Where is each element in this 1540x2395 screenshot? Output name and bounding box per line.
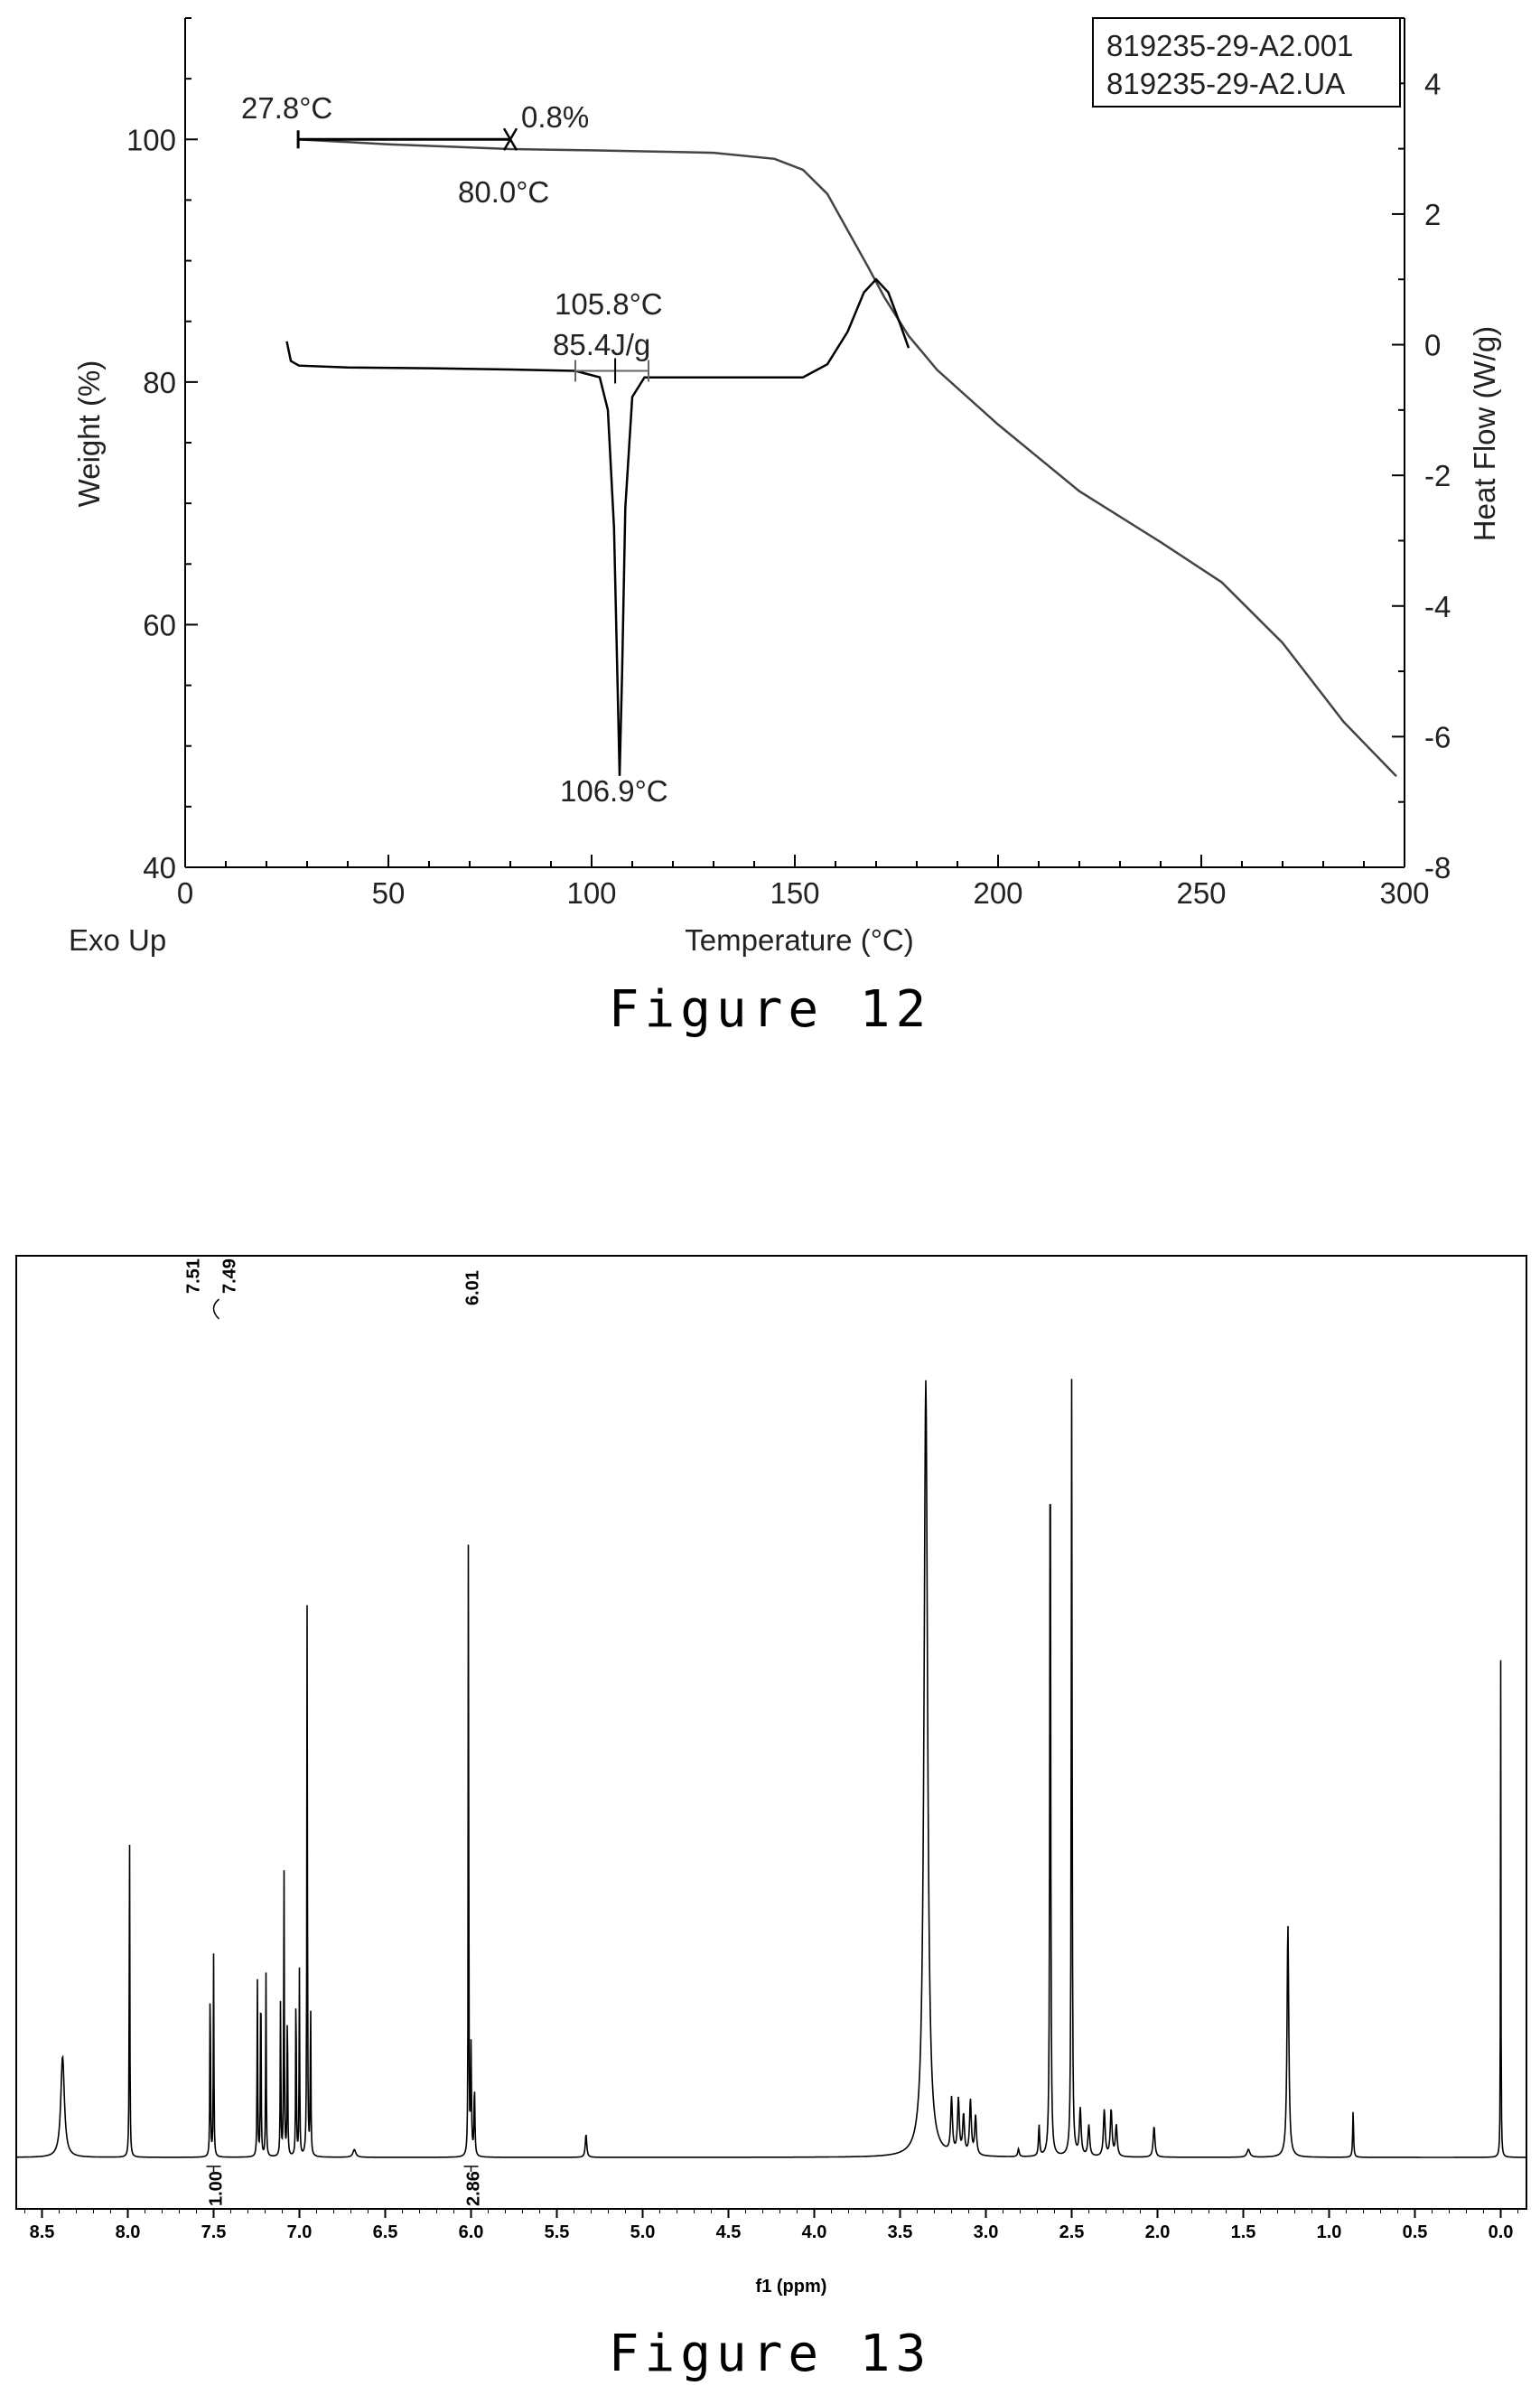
x-tick-label: 1.0 bbox=[1317, 2222, 1342, 2242]
x-tick-label: 6.0 bbox=[459, 2222, 484, 2242]
annotation-onset-temp: 27.8°C bbox=[241, 91, 332, 125]
x-tick-label: 3.0 bbox=[974, 2222, 999, 2242]
tga-dsc-chart: 0 50 100 150 200 250 300 40 60 80 100 -8 -6 -4 -2 0 2 4 8… bbox=[69, 17, 1501, 957]
annotation-weight-loss: 0.8% bbox=[521, 100, 589, 134]
x-tick-label: 7.0 bbox=[287, 2222, 313, 2242]
legend-entry-2: 819235-29-A2.UA bbox=[1106, 67, 1345, 100]
x-axis-title: f1 (ppm) bbox=[756, 2277, 827, 2297]
figure-12: 0 50 100 150 200 250 300 40 60 80 100 -8 -6 -4 -2 0 2 4 8… bbox=[0, 0, 1540, 1066]
peak-label: 7.49 bbox=[219, 1258, 239, 1294]
y-tick-label: 80 bbox=[143, 366, 176, 399]
integral-value: 1.00 bbox=[207, 2171, 227, 2206]
x-tick-label: 6.5 bbox=[373, 2222, 398, 2242]
y-tick-label: 60 bbox=[143, 608, 176, 641]
nmr-spectrum-chart: 8.5 8.0 7.5 7.0 6.5 6.0 5.5 5.0 4.5 4.0 3.5 3.0 2.5 2… bbox=[15, 1255, 1527, 2297]
x-tick-label: 1.5 bbox=[1231, 2222, 1256, 2242]
annotation-melt-onset: 105.8°C bbox=[555, 287, 663, 321]
nmr-spectrum-trace bbox=[17, 1379, 1526, 2158]
y-tick-label: 100 bbox=[126, 123, 176, 156]
x-tick-label: 4.5 bbox=[716, 2222, 742, 2242]
figure-13: 8.5 8.0 7.5 7.0 6.5 6.0 5.5 5.0 4.5 4.0 3.5 3.0 2.5 2… bbox=[0, 1066, 1540, 2395]
dsc-heat-flow-curve bbox=[285, 277, 910, 776]
y-axis-title: Weight (%) bbox=[72, 360, 106, 508]
integral-value: 2.86 bbox=[464, 2171, 484, 2206]
y2-tick-label: -6 bbox=[1424, 720, 1451, 753]
legend-box bbox=[1092, 17, 1401, 108]
y2-tick-label: -2 bbox=[1424, 459, 1451, 492]
x-tick-label: 0.0 bbox=[1489, 2222, 1514, 2242]
x-tick-label: 150 bbox=[770, 876, 819, 910]
x-tick-label: 5.5 bbox=[545, 2222, 570, 2242]
x-tick-label: 0 bbox=[177, 876, 193, 910]
y-tick-label: 40 bbox=[143, 851, 176, 884]
x-tick-label: 2.0 bbox=[1145, 2222, 1171, 2242]
annotation-enthalpy: 85.4J/g bbox=[553, 328, 650, 361]
plot-frame bbox=[15, 1255, 1527, 2210]
weight-step-end-cross-b bbox=[502, 127, 518, 151]
peak-label: 7.51 bbox=[184, 1258, 204, 1294]
peak-label: 6.01 bbox=[463, 1270, 483, 1305]
x-tick-label: 250 bbox=[1176, 876, 1226, 910]
y2-tick-label: -8 bbox=[1424, 851, 1451, 884]
x-tick-label: 2.5 bbox=[1059, 2222, 1085, 2242]
x-tick-label: 300 bbox=[1379, 876, 1429, 910]
x-axis-title: Temperature (°C) bbox=[685, 923, 913, 957]
x-tick-label: 4.0 bbox=[802, 2222, 827, 2242]
x-tick-label: 8.5 bbox=[30, 2222, 55, 2242]
legend-entry-1: 819235-29-A2.001 bbox=[1106, 29, 1353, 62]
x-tick-label: 7.5 bbox=[201, 2222, 227, 2242]
y2-tick-label: 4 bbox=[1424, 67, 1441, 100]
x-tick-label: 200 bbox=[973, 876, 1022, 910]
figure-13-caption: Figure 13 bbox=[608, 2325, 932, 2383]
x-tick-label: 100 bbox=[566, 876, 616, 910]
annotation-melt-peak: 106.9°C bbox=[560, 774, 668, 808]
annotation-end-temp: 80.0°C bbox=[458, 175, 549, 209]
figure-12-caption: Figure 12 bbox=[608, 980, 932, 1039]
tga-weight-curve bbox=[298, 138, 1397, 778]
x-tick-label: 3.5 bbox=[888, 2222, 913, 2242]
y2-tick-label: 0 bbox=[1424, 329, 1441, 362]
y2-axis-title: Heat Flow (W/g) bbox=[1468, 326, 1501, 541]
exo-up-label: Exo Up bbox=[69, 923, 166, 957]
x-tick-label: 50 bbox=[372, 876, 406, 910]
peak-group-bracket bbox=[212, 1298, 220, 1320]
x-tick-label: 0.5 bbox=[1403, 2222, 1428, 2242]
x-tick-label: 5.0 bbox=[630, 2222, 656, 2242]
y2-tick-label: 2 bbox=[1424, 198, 1441, 231]
y2-tick-label: -4 bbox=[1424, 590, 1451, 623]
x-tick-label: 8.0 bbox=[116, 2222, 141, 2242]
